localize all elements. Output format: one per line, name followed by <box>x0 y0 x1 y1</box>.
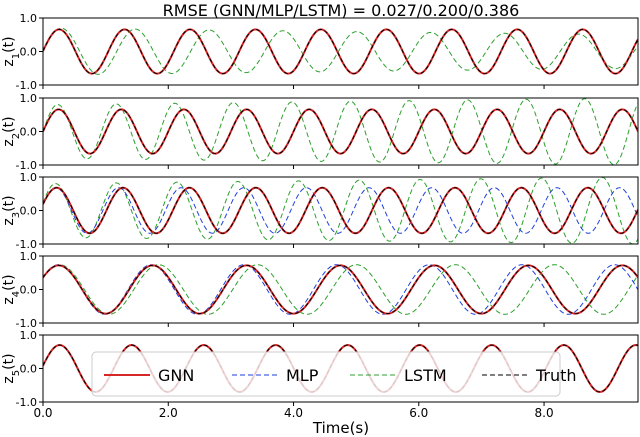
y-tick-label: 1.0 <box>20 329 38 342</box>
series-gnn-line-panel-1 <box>43 28 638 75</box>
series-lstm-line-panel-2 <box>43 98 638 165</box>
panel-frame <box>42 97 639 166</box>
series-gnn-line-panel-4 <box>43 264 638 315</box>
x-axis-ticks: 0.0 2.0 4.0 6.0 8.0 <box>33 402 554 420</box>
legend-label-mlp: MLP <box>286 366 319 385</box>
y-tick-label: 1.0 <box>20 171 38 184</box>
legend-label-lstm: LSTM <box>404 366 447 385</box>
y-tick-label: -1.0 <box>16 396 37 409</box>
x-tick-label: 2.0 <box>159 406 178 420</box>
series-lstm-line-panel-1 <box>43 27 638 75</box>
y-tick-label: 1.0 <box>20 92 38 105</box>
panel-3: 1.0 0.0 -1.0 z3(t) <box>1 171 639 251</box>
y-tick-label: 0.0 <box>20 126 38 139</box>
legend-label-truth: Truth <box>535 366 577 385</box>
panel-4: 1.0 0.0 -1.0 z4(t) <box>1 250 639 330</box>
series-truth-line-panel-1 <box>43 28 638 75</box>
panel-2: 1.0 0.0 -1.0 z2(t) <box>1 92 639 172</box>
y-tick-label: -1.0 <box>16 238 37 251</box>
series-lstm-line-panel-4 <box>43 264 638 315</box>
x-tick-label: 4.0 <box>284 406 303 420</box>
series-gnn-line-panel-3 <box>43 186 638 235</box>
panel-2-lines <box>43 98 638 165</box>
series-mlp-line-panel-4 <box>43 264 638 315</box>
series-lstm-line-panel-3 <box>43 177 638 244</box>
y-tick-label: -1.0 <box>16 79 37 92</box>
y-axis-label-panel-2: z2(t) <box>1 116 22 146</box>
y-tick-label: 1.0 <box>20 12 38 25</box>
legend-box <box>91 351 561 397</box>
series-truth-line-panel-3 <box>43 187 638 234</box>
series-mlp-line-panel-3 <box>43 187 638 234</box>
y-tick-label: 0.0 <box>20 205 38 218</box>
y-tick-label: -1.0 <box>16 159 37 172</box>
y-tick-label: 0.0 <box>20 46 38 59</box>
legend: GNN MLP LSTM Truth <box>91 351 577 397</box>
y-axis-label-panel-5: z5(t) <box>1 353 22 383</box>
panel-4-lines <box>43 264 638 315</box>
y-tick-label: -1.0 <box>16 317 37 330</box>
x-axis-label: Time(s) <box>312 419 369 437</box>
panel-1-lines <box>43 27 638 75</box>
y-axis-label-panel-3: z3(t) <box>1 195 22 225</box>
y-tick-label: 1.0 <box>20 250 38 263</box>
y-axis-label-panel-4: z4(t) <box>1 274 22 304</box>
series-truth-line-panel-2 <box>43 108 638 155</box>
y-tick-label: 0.0 <box>20 363 38 376</box>
series-truth-line-panel-4 <box>43 264 638 315</box>
x-tick-label: 6.0 <box>409 406 428 420</box>
y-tick-label: 0.0 <box>20 284 38 297</box>
x-tick-label: 0.0 <box>33 406 52 420</box>
panel-frame <box>42 17 639 86</box>
x-tick-label: 8.0 <box>535 406 554 420</box>
y-axis-label-panel-1: z1(t) <box>1 36 22 66</box>
panels-group: 1.0 0.0 -1.0 z1(t) 1.0 0.0 -1.0 z2(t) 1.0 0.0 -1.0… <box>1 12 639 409</box>
panel-1: 1.0 0.0 -1.0 z1(t) <box>1 12 639 92</box>
panel-3-lines <box>43 177 638 244</box>
chart-title: RMSE (GNN/MLP/LSTM) = 0.027/0.200/0.386 <box>163 1 520 20</box>
legend-label-gnn: GNN <box>158 366 194 385</box>
